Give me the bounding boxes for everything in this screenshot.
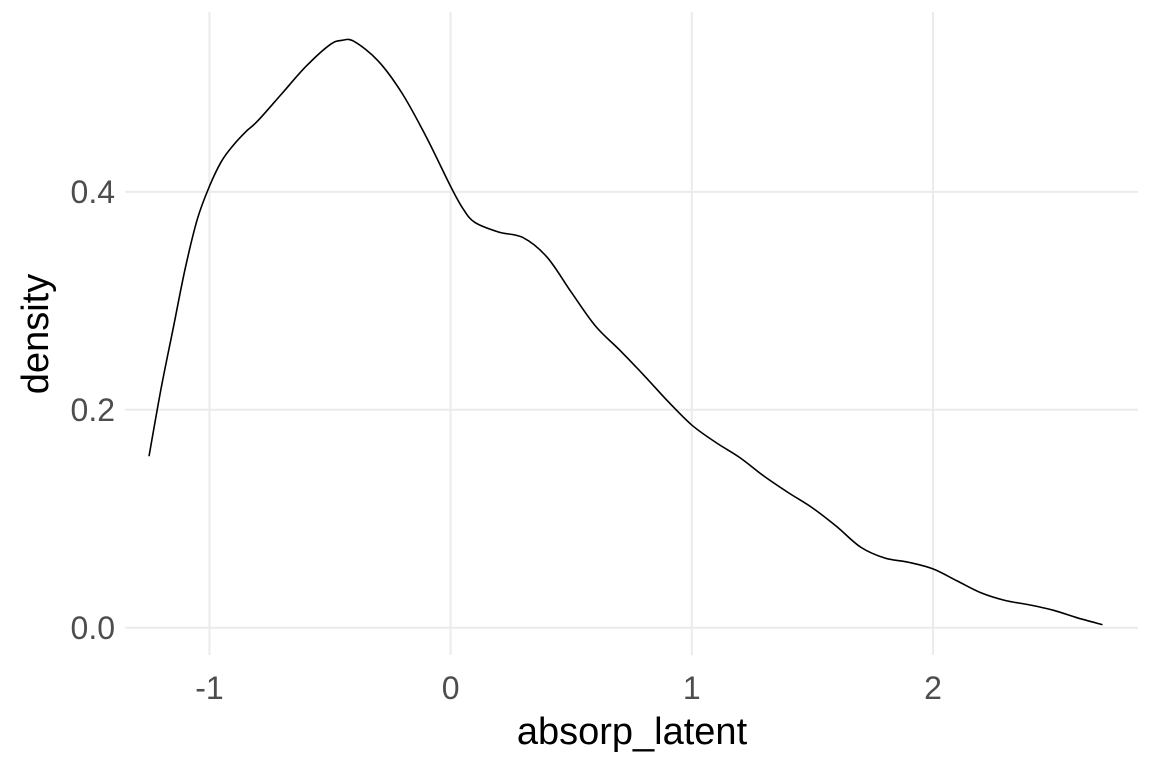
- plot-area: [148, 38, 1103, 626]
- tick-labels: -1 0 1 2 0.0 0.2 0.4: [71, 174, 942, 706]
- x-tick-label: 1: [683, 670, 701, 706]
- grid-lines: [125, 12, 1138, 655]
- y-tick-label: 0.4: [71, 174, 115, 210]
- y-tick-label: 0.0: [71, 610, 115, 646]
- x-tick-label: 2: [924, 670, 942, 706]
- y-axis-title: density: [15, 274, 57, 394]
- x-tick-label: 0: [442, 670, 460, 706]
- y-tick-label: 0.2: [71, 392, 115, 428]
- x-axis-title: absorp_latent: [517, 711, 748, 753]
- density-curve: [148, 38, 1103, 626]
- x-tick-label: -1: [195, 670, 223, 706]
